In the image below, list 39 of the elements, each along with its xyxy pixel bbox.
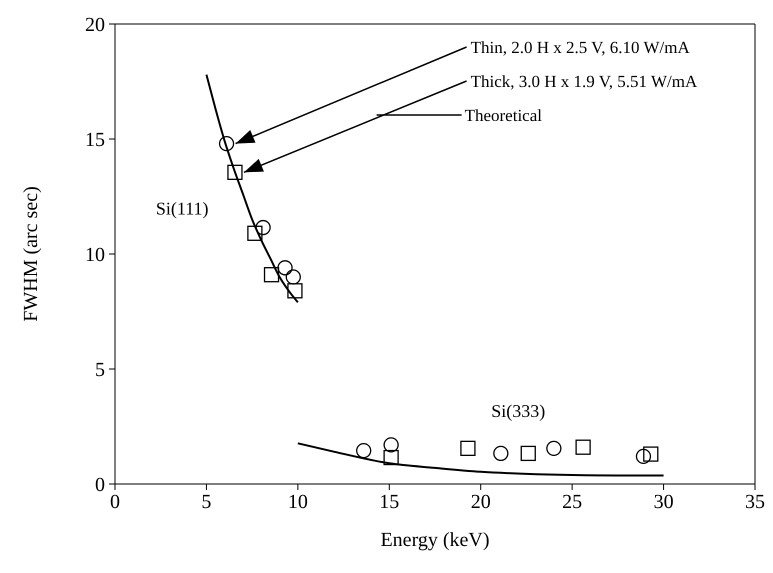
point — [383, 437, 399, 453]
point — [227, 164, 243, 180]
point — [218, 136, 234, 152]
point — [643, 446, 658, 462]
text: Thick, 3.0 H x 1.9 V, 5.51 W/mA — [470, 72, 698, 91]
text: Thin, 2.0 H x 2.5 V, 6.10 W/mA — [470, 38, 690, 57]
point — [255, 220, 271, 236]
y-axis-title: FWHM (arc sec) — [20, 186, 42, 322]
x-tick-label: 15 — [379, 491, 400, 514]
x-axis-title: Energy (keV) — [380, 529, 490, 551]
point — [493, 446, 508, 462]
y-tick-label: 5 — [95, 359, 105, 382]
line-series — [296, 442, 665, 476]
point — [286, 269, 301, 285]
point — [247, 226, 263, 241]
point — [356, 443, 372, 458]
x-tick-label: 35 — [745, 491, 765, 514]
point — [460, 440, 476, 456]
y-tick-label: 20 — [85, 14, 105, 36]
point — [520, 446, 536, 462]
point — [383, 450, 399, 466]
y-tick-label: 0 — [95, 474, 105, 496]
point — [575, 440, 591, 455]
annotation: Si(111) — [156, 198, 209, 218]
point — [546, 440, 562, 456]
y-tick-label: 10 — [85, 244, 105, 266]
x-tick-label: 20 — [470, 491, 491, 514]
point — [277, 260, 293, 276]
point — [264, 267, 280, 282]
point — [287, 283, 303, 298]
x-tick-label: 0 — [110, 491, 120, 514]
point — [636, 448, 652, 464]
y-tick-label: 15 — [85, 129, 105, 152]
x-tick-label: 10 — [288, 491, 308, 514]
x-tick-label: 25 — [562, 491, 582, 514]
legend-label: Theoretical — [464, 106, 542, 125]
x-tick-label: 5 — [201, 491, 212, 514]
x-tick-label: 30 — [654, 491, 674, 514]
annotation: Si(333) — [491, 400, 546, 421]
